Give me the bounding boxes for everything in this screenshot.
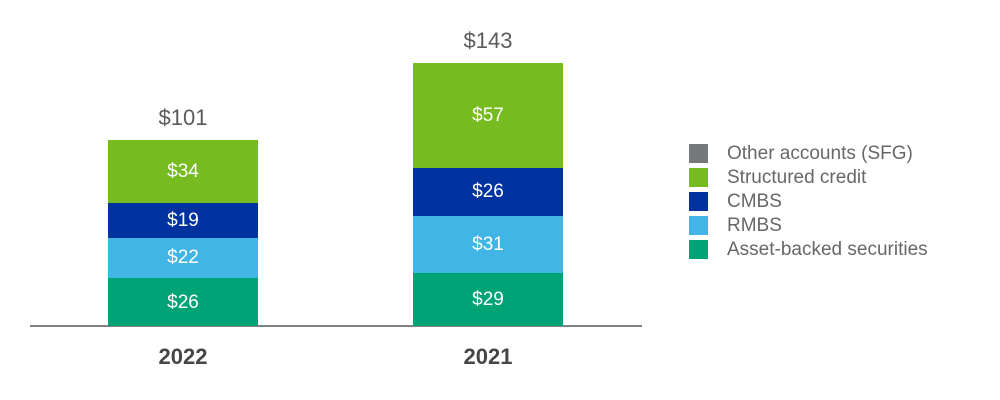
x-axis-line xyxy=(30,325,642,327)
legend-swatch-icon xyxy=(689,216,708,235)
legend-item-other-accounts-sfg-: Other accounts (SFG) xyxy=(689,144,928,163)
segment-2021-rmbs: $31 xyxy=(413,215,563,273)
legend-swatch-icon xyxy=(689,240,708,259)
segment-value-label: $29 xyxy=(472,288,504,310)
legend-swatch-icon xyxy=(689,168,708,187)
segment-value-label: $57 xyxy=(472,104,504,126)
legend-label: Other accounts (SFG) xyxy=(727,143,913,164)
segment-2022-asset-backed-securities: $26 xyxy=(108,278,258,326)
segment-value-label: $22 xyxy=(167,247,199,269)
bar-2021: $57 $26 $31 $29 xyxy=(413,62,563,326)
legend-swatch-icon xyxy=(689,192,708,211)
segment-2022-cmbs: $19 xyxy=(108,202,258,238)
legend-item-cmbs: CMBS xyxy=(689,192,928,211)
legend-label: CMBS xyxy=(727,191,782,212)
segment-value-label: $26 xyxy=(167,291,199,313)
category-label-2022: 2022 xyxy=(158,344,208,369)
bar-2022: $34 $19 $22 $26 xyxy=(108,140,258,326)
legend-item-rmbs: RMBS xyxy=(689,216,928,235)
legend-label: Asset-backed securities xyxy=(727,239,928,260)
total-label-2021: $143 xyxy=(463,27,513,53)
legend-label: RMBS xyxy=(727,215,782,236)
category-label-2021: 2021 xyxy=(463,344,513,369)
segment-2022-rmbs: $22 xyxy=(108,237,258,279)
legend-item-asset-backed-securities: Asset-backed securities xyxy=(689,240,928,259)
segment-value-label: $34 xyxy=(167,160,199,182)
legend-label: Structured credit xyxy=(727,167,867,188)
segment-2021-cmbs: $26 xyxy=(413,167,563,216)
segment-2022-structured-credit: $34 xyxy=(108,140,258,203)
segment-2021-structured-credit: $57 xyxy=(413,62,563,168)
legend-swatch-icon xyxy=(689,144,708,163)
segment-value-label: $19 xyxy=(167,209,199,231)
segment-2021-asset-backed-securities: $29 xyxy=(413,272,563,326)
total-label-2022: $101 xyxy=(158,105,208,131)
segment-value-label: $31 xyxy=(472,233,504,255)
segment-value-label: $26 xyxy=(472,181,504,203)
legend-item-structured-credit: Structured credit xyxy=(689,168,928,187)
chart-legend: Other accounts (SFG) Structured credit CMB… xyxy=(689,144,928,264)
